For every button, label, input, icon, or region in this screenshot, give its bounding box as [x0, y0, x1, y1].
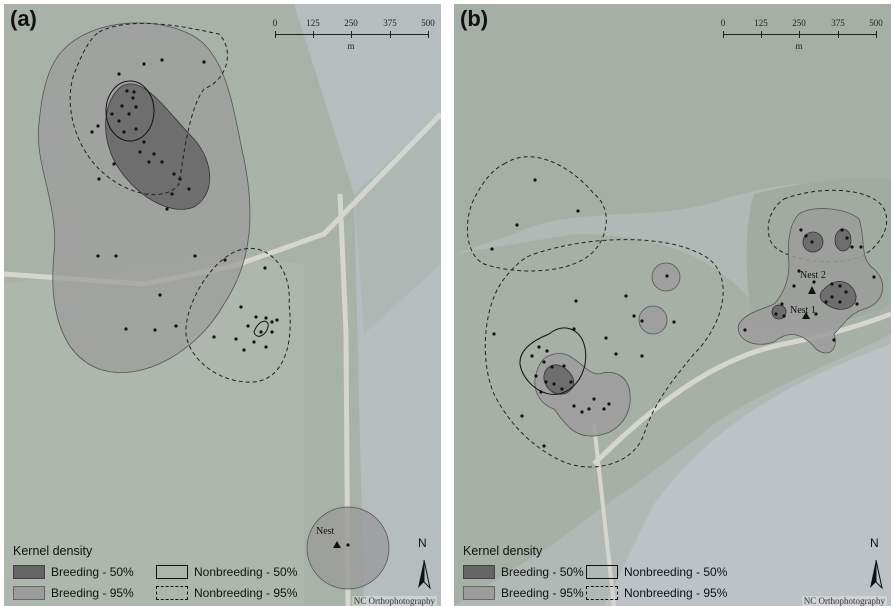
legend-title: Kernel density [463, 544, 543, 558]
breeding-50-polygon [105, 83, 211, 210]
legend-breeding-95: Breeding - 95% [463, 585, 584, 601]
nonbreeding-95-polygon-ne [767, 189, 888, 263]
nest-2-label: Nest 2 [800, 270, 826, 281]
legend-label: Nonbreeding - 50% [624, 565, 728, 579]
legend-label: Nonbreeding - 50% [194, 565, 298, 579]
legend-breeding-95: Breeding - 95% [13, 585, 134, 601]
nest-breeding-95-circle [306, 506, 390, 590]
north-arrow: N [866, 536, 886, 576]
scale-tick-label: 125 [754, 18, 768, 28]
legend-swatch [156, 565, 188, 579]
nest-triangle-icon [802, 312, 810, 319]
panel-label-b: (b) [460, 6, 489, 31]
scale-tick-label: 375 [831, 18, 845, 28]
location-point [346, 543, 350, 547]
nonbreeding-50-polygon [105, 80, 155, 142]
nest-label: Nest [316, 526, 335, 537]
scale-tick-label: 125 [306, 18, 320, 28]
legend-breeding-50: Breeding - 50% [13, 564, 134, 580]
legend-label: Breeding - 50% [501, 565, 584, 579]
map-a-canvas [4, 4, 441, 606]
nonbreeding-95-polygon-nw [466, 156, 607, 272]
legend-swatch [13, 565, 45, 579]
nonbreeding-95-polygon [69, 22, 228, 196]
breeding-50-ellipse [834, 228, 852, 252]
breeding-95-circle [638, 305, 668, 335]
scale-bar-line [723, 34, 877, 35]
scale-bar-a: 0 125 250 375 500 m [271, 18, 441, 51]
road-north-south [592, 423, 616, 606]
scale-bar-b: 0 125 250 375 500 m [719, 18, 889, 51]
scale-tick-label: 250 [344, 18, 358, 28]
nest-1-label: Nest 1 [790, 305, 816, 316]
breeding-50-polygon-left [543, 364, 575, 395]
legend-swatch [13, 586, 45, 600]
north-arrow: N [414, 536, 434, 576]
road-causeway [592, 311, 891, 466]
legend-swatch [463, 565, 495, 579]
scale-tick-label: 500 [421, 18, 435, 28]
legend-swatch [586, 565, 618, 579]
legend-nonbreeding-50: Nonbreeding - 50% [586, 564, 727, 580]
legend-label: Breeding - 95% [501, 586, 584, 600]
panel-label-a: (a) [10, 6, 37, 31]
legend-label: Breeding - 50% [51, 565, 134, 579]
location-points [90, 58, 279, 352]
marsh-island [354, 114, 441, 334]
north-arrow-icon [870, 559, 883, 590]
scale-bar-line [275, 34, 429, 35]
nonbreeding-95-polygon-south [185, 247, 291, 383]
scale-tick-label: 500 [869, 18, 883, 28]
nest-triangle-icon [333, 541, 341, 548]
map-panel-a: (a) 0 125 250 375 500 m Nest Kernel dens… [4, 4, 441, 606]
breeding-50-polygon-right [819, 281, 857, 310]
scale-unit: m [347, 41, 355, 51]
legend-label: Breeding - 95% [51, 586, 134, 600]
north-arrow-icon [418, 559, 431, 590]
legend-nonbreeding-50: Nonbreeding - 50% [156, 564, 297, 580]
breeding-95-polygon [37, 22, 251, 373]
legend-label: Nonbreeding - 95% [194, 586, 298, 600]
legend-breeding-50: Breeding - 50% [463, 564, 584, 580]
scale-tick-label: 0 [720, 18, 726, 28]
map-b-canvas [454, 4, 891, 606]
north-letter: N [870, 536, 879, 550]
location-points [490, 178, 876, 448]
nonbreeding-50-polygon-small [253, 320, 269, 337]
scale-tick-label: 375 [383, 18, 397, 28]
legend-label: Nonbreeding - 95% [624, 586, 728, 600]
scale-tick-label: 250 [792, 18, 806, 28]
nonbreeding-50-polygon [519, 327, 587, 395]
legend-nonbreeding-95: Nonbreeding - 95% [586, 585, 727, 601]
scale-unit: m [795, 41, 803, 51]
legend-title: Kernel density [13, 544, 93, 558]
legend-nonbreeding-95: Nonbreeding - 95% [156, 585, 297, 601]
imagery-credit: NC Orthophotography [351, 596, 437, 606]
imagery-credit: NC Orthophotography [801, 596, 887, 606]
legend-swatch [463, 586, 495, 600]
marsh-area [454, 4, 891, 254]
nest-triangle-icon [808, 286, 816, 294]
scale-tick-label: 0 [272, 18, 278, 28]
north-letter: N [418, 536, 427, 550]
legend-swatch [156, 586, 188, 600]
legend-swatch [586, 586, 618, 600]
map-panel-b: (b) 0 125 250 375 500 m Nest 2 Nest 1 Ke… [454, 4, 891, 606]
water-area [604, 344, 891, 606]
